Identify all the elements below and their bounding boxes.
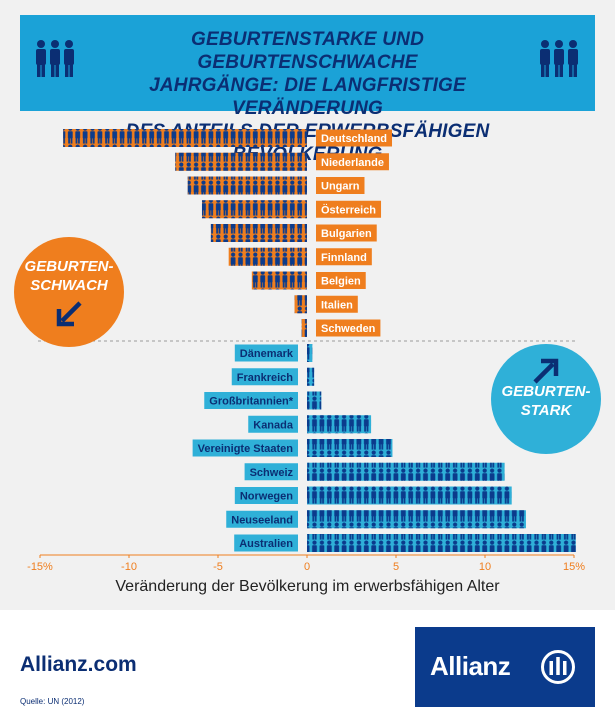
title-line: JAHRGÄNGE: DIE LANGFRISTIGE VERÄNDERUNG <box>149 75 466 119</box>
country-label: Schweiz <box>250 467 294 479</box>
country-label-box <box>316 224 377 242</box>
x-tick-label: 5 <box>393 561 399 573</box>
country-label-box <box>234 344 298 362</box>
bar-figures <box>307 367 315 386</box>
arrow-up-right-icon <box>533 358 559 384</box>
country-label-box <box>316 177 365 194</box>
bar-figures <box>63 129 307 147</box>
country-label-box <box>192 439 298 457</box>
country-label-box <box>316 272 366 289</box>
country-label-box <box>316 153 389 171</box>
country-label: Großbritannien* <box>209 396 293 408</box>
x-tick-label: 15% <box>563 561 585 573</box>
people-group-icon <box>540 40 578 77</box>
title-line: GEBURTENSTARKE UND GEBURTENSCHWACHE <box>190 29 425 73</box>
country-label: Australien <box>239 538 293 550</box>
country-label-box <box>234 534 298 552</box>
country-label-box <box>316 319 381 337</box>
geburtenstark-badge: GEBURTEN- STARK <box>491 344 601 454</box>
country-label: Deutschland <box>321 133 387 145</box>
bar-figures <box>187 176 307 195</box>
country-label-box <box>204 392 298 409</box>
x-tick-label: 10 <box>479 561 491 573</box>
country-label: Ungarn <box>321 181 360 193</box>
bar-figures <box>307 462 505 481</box>
bar-figures <box>228 247 307 266</box>
country-label: Frankreich <box>237 372 294 384</box>
bar-figures <box>175 152 307 171</box>
country-label: Belgien <box>321 276 361 288</box>
bar-figures <box>307 344 313 362</box>
bar-figures <box>307 510 526 529</box>
country-label: Italien <box>321 299 353 311</box>
country-label-box <box>231 368 298 386</box>
country-label-box <box>316 129 393 147</box>
country-label-box <box>234 487 298 504</box>
allianz-eagle-icon <box>541 650 575 684</box>
bar-chart: Deutschland Niederlande Ungarn Österreich Bu… <box>27 129 585 573</box>
country-label: Vereinigte Staaten <box>198 443 294 455</box>
brand-logo-box: Allianz <box>415 627 595 707</box>
bar-figures <box>307 391 322 410</box>
x-axis-title: Veränderung der Bevölkerung im erwerbsfä… <box>115 578 500 595</box>
bar-figures <box>307 439 393 457</box>
bar-figures <box>294 295 307 314</box>
title-banner: GEBURTENSTARKE UND GEBURTENSCHWACHE JAHR… <box>20 15 595 165</box>
people-group-icon <box>36 40 74 77</box>
country-label: Neuseeland <box>231 514 293 526</box>
badge-line: SCHWACH <box>30 277 108 294</box>
bar-figures <box>210 224 307 242</box>
bar-figures <box>307 534 576 552</box>
badge-line: GEBURTEN- <box>24 258 114 275</box>
source-note: Quelle: UN (2012) <box>20 697 85 706</box>
country-label-box <box>316 200 382 218</box>
x-tick-label: -5 <box>213 561 223 573</box>
country-label: Niederlande <box>321 157 384 169</box>
chart-title: GEBURTENSTARKE UND GEBURTENSCHWACHE JAHR… <box>100 28 515 166</box>
bar-figures <box>307 415 372 434</box>
country-label-box <box>244 463 298 481</box>
x-tick-label: -10 <box>121 561 137 573</box>
country-label-box <box>226 510 298 528</box>
badge-line: GEBURTEN- <box>501 383 591 400</box>
country-label: Kanada <box>253 419 294 431</box>
x-tick-label: -15% <box>27 561 53 573</box>
country-label-box <box>248 415 298 433</box>
country-label: Schweden <box>321 323 376 335</box>
bar-figures <box>251 271 307 290</box>
badge-line: STARK <box>520 402 572 419</box>
arrow-down-left-icon <box>56 301 82 327</box>
country-label: Dänemark <box>240 348 294 360</box>
country-label-box <box>316 295 358 313</box>
country-label: Österreich <box>321 203 376 216</box>
bar-figures <box>307 486 512 505</box>
brand-name: Allianz <box>430 651 511 681</box>
country-label: Bulgarien <box>321 228 372 240</box>
x-tick-label: 0 <box>304 561 310 573</box>
site-link[interactable]: Allianz.com <box>20 653 137 676</box>
bar-figures <box>201 200 307 219</box>
country-label: Norwegen <box>240 491 293 503</box>
country-label: Finnland <box>321 252 367 264</box>
bar-figures <box>301 319 307 337</box>
country-label-box <box>316 248 372 266</box>
geburtenschwach-badge: GEBURTEN- SCHWACH <box>14 237 124 347</box>
